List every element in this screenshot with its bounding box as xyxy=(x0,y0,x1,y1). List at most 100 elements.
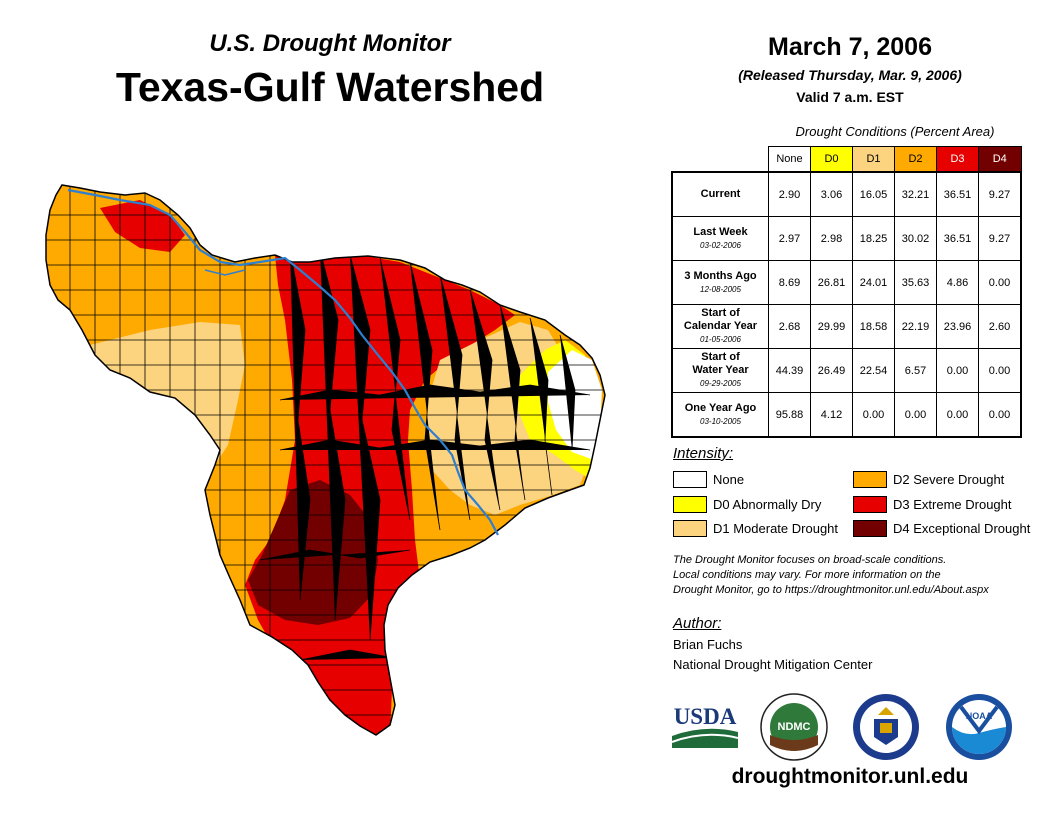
legend-item-d2: D2 Severe Drought xyxy=(853,471,1004,488)
note-link[interactable]: Drought Monitor, go to https://droughtmo… xyxy=(673,584,989,596)
table-cell: 2.60 xyxy=(978,304,1022,349)
author-name: Brian Fuchs xyxy=(673,637,743,652)
table-cell: 4.86 xyxy=(936,260,979,305)
table-cell: 22.19 xyxy=(894,304,937,349)
row-label-one-year-ago: One Year Ago 03-10-2005 xyxy=(671,392,769,438)
table-row: Current 2.90 3.06 16.05 32.21 36.51 9.27 xyxy=(671,171,1022,217)
table-cell: 8.69 xyxy=(768,260,811,305)
row-label-current: Current xyxy=(671,171,769,217)
table-row: One Year Ago 03-10-2005 95.88 4.12 0.00 0… xyxy=(671,392,1022,438)
table-cell: 35.63 xyxy=(894,260,937,305)
watershed-outline xyxy=(45,184,606,736)
table-corner xyxy=(672,147,769,173)
valid-time: Valid 7 a.m. EST xyxy=(796,89,904,105)
table-cell: 26.49 xyxy=(810,348,853,393)
table-cell: 0.00 xyxy=(978,392,1022,438)
map-date: March 7, 2006 xyxy=(768,33,932,61)
table-cell: 26.81 xyxy=(810,260,853,305)
table-cell: 9.27 xyxy=(978,171,1022,217)
table-cell: 0.00 xyxy=(978,348,1022,393)
map-d1-west xyxy=(90,322,245,465)
table-cell: 2.97 xyxy=(768,216,811,261)
table-row: 3 Months Ago 12-08-2005 8.69 26.81 24.01 … xyxy=(671,260,1022,305)
commerce-seal-logo xyxy=(853,694,919,760)
table-cell: 3.06 xyxy=(810,171,853,217)
row-label-start-calendar-year: Start of Calendar Year 01-05-2006 xyxy=(671,304,769,349)
legend-item-d4: D4 Exceptional Drought xyxy=(853,520,1030,537)
legend-swatch xyxy=(673,496,707,513)
table-cell: 9.27 xyxy=(978,216,1022,261)
col-header-d0: D0 xyxy=(810,146,853,173)
table-row: Start of Calendar Year 01-05-2006 2.68 29.… xyxy=(671,304,1022,349)
col-header-d3: D3 xyxy=(936,146,979,173)
drought-map xyxy=(45,184,606,736)
table-cell: 44.39 xyxy=(768,348,811,393)
website-link[interactable]: droughtmonitor.unl.edu xyxy=(731,765,969,788)
monitor-title: U.S. Drought Monitor xyxy=(209,30,451,57)
table-cell: 0.00 xyxy=(852,392,895,438)
note-line: The Drought Monitor focuses on broad-sca… xyxy=(673,554,947,566)
noaa-logo: NOAA xyxy=(946,694,1012,760)
legend-item-none: None xyxy=(673,471,744,488)
legend-item-d3: D3 Extreme Drought xyxy=(853,496,1012,513)
table-cell: 18.25 xyxy=(852,216,895,261)
legend-label: D4 Exceptional Drought xyxy=(893,521,1031,536)
legend-item-d0: D0 Abnormally Dry xyxy=(673,496,821,513)
noaa-logo-text: NOAA xyxy=(966,711,993,721)
usda-logo-text: USDA xyxy=(674,704,737,729)
ndmc-logo: NDMC xyxy=(760,693,828,761)
region-title: Texas-Gulf Watershed xyxy=(115,64,545,110)
table-cell: 30.02 xyxy=(894,216,937,261)
table-cell: 2.98 xyxy=(810,216,853,261)
row-label-3-months-ago: 3 Months Ago 12-08-2005 xyxy=(671,260,769,305)
map-none-east xyxy=(548,350,602,460)
table-cell: 95.88 xyxy=(768,392,811,438)
table-cell: 24.01 xyxy=(852,260,895,305)
table-cell: 36.51 xyxy=(936,171,979,217)
river-tributary xyxy=(204,269,246,276)
info-note: The Drought Monitor focuses on broad-sca… xyxy=(673,553,1043,598)
table-cell: 32.21 xyxy=(894,171,937,217)
table-cell: 16.05 xyxy=(852,171,895,217)
table-header-row: None D0 D1 D2 D3 D4 xyxy=(672,146,1022,173)
table-cell: 29.99 xyxy=(810,304,853,349)
drought-conditions-table: None D0 D1 D2 D3 D4 Current 2.90 3.06 16… xyxy=(671,146,1022,438)
legend-swatch xyxy=(853,520,887,537)
legend-label: D1 Moderate Drought xyxy=(713,521,839,536)
col-header-d2: D2 xyxy=(894,146,937,173)
table-cell: 4.12 xyxy=(810,392,853,438)
table-cell: 2.90 xyxy=(768,171,811,217)
col-header-d1: D1 xyxy=(852,146,895,173)
legend-item-d1: D1 Moderate Drought xyxy=(673,520,838,537)
legend-title: Intensity: xyxy=(673,445,734,462)
col-header-none: None xyxy=(768,146,811,173)
table-row: Start of Water Year 09-29-2005 44.39 26.49… xyxy=(671,348,1022,393)
table-cell: 6.57 xyxy=(894,348,937,393)
usda-logo: USDA xyxy=(672,704,738,748)
note-line: Local conditions may vary. For more info… xyxy=(673,569,941,581)
table-caption: Drought Conditions (Percent Area) xyxy=(795,124,995,139)
legend-swatch xyxy=(853,471,887,488)
legend-swatch xyxy=(673,520,707,537)
legend-label: D2 Severe Drought xyxy=(893,472,1005,487)
river-red xyxy=(67,188,499,536)
legend-label: None xyxy=(713,472,745,487)
row-label-start-water-year: Start of Water Year 09-29-2005 xyxy=(671,348,769,393)
table-cell: 18.58 xyxy=(852,304,895,349)
table-cell: 0.00 xyxy=(936,348,979,393)
ndmc-logo-text: NDMC xyxy=(778,721,811,733)
table-cell: 0.00 xyxy=(936,392,979,438)
table-row: Last Week 03-02-2006 2.97 2.98 18.25 30.0… xyxy=(671,216,1022,261)
row-label-last-week: Last Week 03-02-2006 xyxy=(671,216,769,261)
table-cell: 2.68 xyxy=(768,304,811,349)
legend-label: D0 Abnormally Dry xyxy=(713,497,822,512)
legend-label: D3 Extreme Drought xyxy=(893,497,1012,512)
table-cell: 36.51 xyxy=(936,216,979,261)
table-cell: 0.00 xyxy=(894,392,937,438)
release-date: (Released Thursday, Mar. 9, 2006) xyxy=(738,67,962,83)
legend-swatch xyxy=(853,496,887,513)
author-label: Author: xyxy=(673,615,722,632)
table-cell: 23.96 xyxy=(936,304,979,349)
col-header-d4: D4 xyxy=(978,146,1022,173)
legend-swatch xyxy=(673,471,707,488)
